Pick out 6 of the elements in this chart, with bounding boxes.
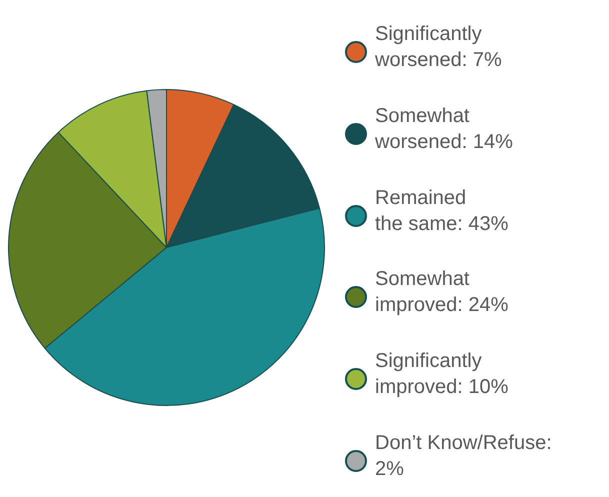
legend-label: Significantly improved: 10% (375, 349, 508, 400)
legend-label: Somewhat improved: 24% (375, 267, 508, 318)
legend-label: Remained the same: 43% (375, 186, 508, 237)
legend-label: Somewhat worsened: 14% (375, 104, 513, 155)
legend-label: Don’t Know/Refuse: 2% (375, 431, 552, 482)
legend-label: Significantly worsened: 7% (375, 22, 502, 73)
